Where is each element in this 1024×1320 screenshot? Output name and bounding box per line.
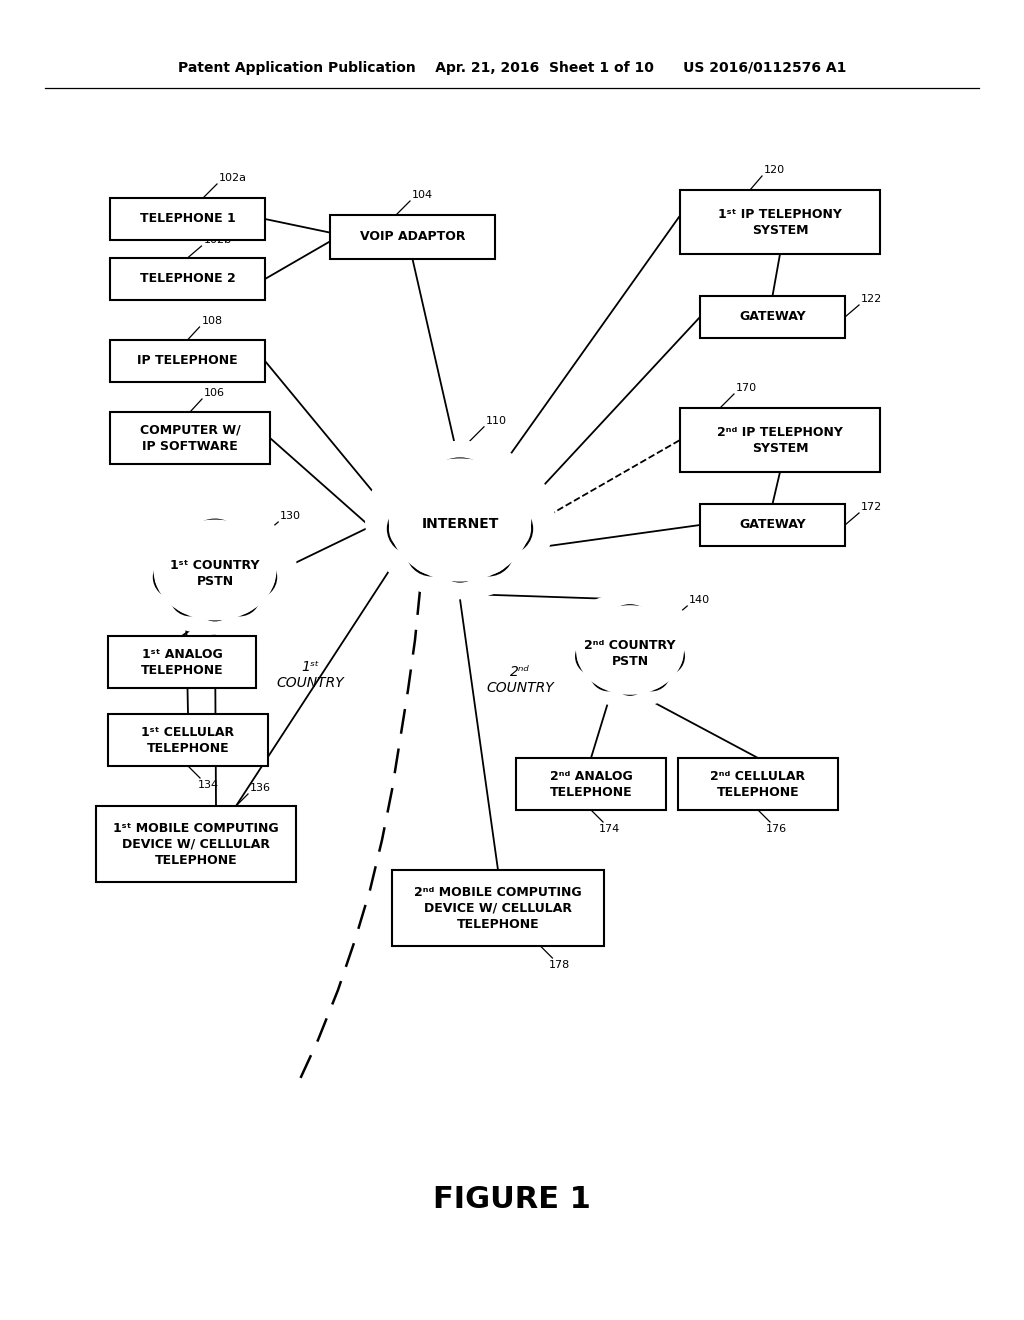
Bar xyxy=(110,198,265,240)
Bar xyxy=(680,190,880,253)
Circle shape xyxy=(186,520,244,577)
Text: 1ˢᵗ IP TELEPHONY
SYSTEM: 1ˢᵗ IP TELEPHONY SYSTEM xyxy=(718,207,842,236)
Circle shape xyxy=(648,639,684,675)
Text: Patent Application Publication    Apr. 21, 2016  Sheet 1 of 10      US 2016/0112: Patent Application Publication Apr. 21, … xyxy=(178,61,846,75)
Text: 178: 178 xyxy=(549,960,569,970)
Circle shape xyxy=(634,655,670,690)
Text: VOIP ADAPTOR: VOIP ADAPTOR xyxy=(359,231,465,243)
Bar xyxy=(108,636,256,688)
Text: GATEWAY: GATEWAY xyxy=(739,519,806,532)
Circle shape xyxy=(438,537,482,582)
Text: 1ˢᵗ CELLULAR
TELEPHONE: 1ˢᵗ CELLULAR TELEPHONE xyxy=(141,726,234,755)
Circle shape xyxy=(636,622,675,660)
Text: 132: 132 xyxy=(225,612,247,623)
Circle shape xyxy=(467,480,519,533)
Circle shape xyxy=(407,527,456,576)
Text: FIGURE 1: FIGURE 1 xyxy=(433,1185,591,1214)
Bar xyxy=(110,412,270,465)
Text: 140: 140 xyxy=(689,595,711,605)
Bar xyxy=(700,504,845,546)
Circle shape xyxy=(577,639,612,675)
Ellipse shape xyxy=(389,458,531,582)
Circle shape xyxy=(388,504,437,553)
Bar xyxy=(330,215,495,259)
Text: 2ⁿᵈ ANALOG
TELEPHONE: 2ⁿᵈ ANALOG TELEPHONE xyxy=(550,770,633,799)
Text: 170: 170 xyxy=(736,383,757,393)
Text: 136: 136 xyxy=(250,783,271,793)
Circle shape xyxy=(400,480,454,533)
Circle shape xyxy=(586,622,624,660)
Bar xyxy=(516,758,666,810)
Circle shape xyxy=(165,537,208,581)
Circle shape xyxy=(604,605,655,656)
Ellipse shape xyxy=(133,506,297,635)
Text: 2ⁿᵈ IP TELEPHONY
SYSTEM: 2ⁿᵈ IP TELEPHONY SYSTEM xyxy=(717,425,843,454)
Text: 120: 120 xyxy=(764,165,785,176)
Text: 108: 108 xyxy=(202,315,222,326)
Text: 2ⁿᵈ MOBILE COMPUTING
DEVICE W/ CELLULAR
TELEPHONE: 2ⁿᵈ MOBILE COMPUTING DEVICE W/ CELLULAR … xyxy=(414,886,582,931)
Circle shape xyxy=(236,557,276,598)
Text: 110: 110 xyxy=(486,416,507,426)
Bar xyxy=(108,714,268,766)
Ellipse shape xyxy=(154,520,276,620)
Ellipse shape xyxy=(365,441,555,599)
Text: 1ˢᵗ COUNTRY
PSTN: 1ˢᵗ COUNTRY PSTN xyxy=(170,560,260,589)
Text: TELEPHONE 1: TELEPHONE 1 xyxy=(139,213,236,226)
Circle shape xyxy=(464,527,513,576)
Text: 106: 106 xyxy=(204,388,225,399)
Circle shape xyxy=(170,576,211,615)
Circle shape xyxy=(591,655,627,690)
Circle shape xyxy=(154,557,195,598)
Text: IP TELEPHONE: IP TELEPHONE xyxy=(137,355,238,367)
Bar xyxy=(700,296,845,338)
Bar xyxy=(680,408,880,473)
Circle shape xyxy=(197,585,233,620)
Bar xyxy=(110,341,265,381)
Text: 1ˢᵗ ANALOG
TELEPHONE: 1ˢᵗ ANALOG TELEPHONE xyxy=(140,648,223,676)
Circle shape xyxy=(614,663,646,694)
Text: 174: 174 xyxy=(599,824,621,834)
Circle shape xyxy=(425,458,496,529)
Bar xyxy=(96,807,296,882)
Text: TELEPHONE 2: TELEPHONE 2 xyxy=(139,272,236,285)
Text: 122: 122 xyxy=(861,294,883,304)
Text: 102b: 102b xyxy=(204,235,231,246)
Text: 134: 134 xyxy=(198,780,219,789)
Text: 176: 176 xyxy=(766,824,787,834)
Text: 2ⁿᵈ COUNTRY
PSTN: 2ⁿᵈ COUNTRY PSTN xyxy=(585,639,676,668)
Ellipse shape xyxy=(558,593,702,708)
Text: COMPUTER W/
IP SOFTWARE: COMPUTER W/ IP SOFTWARE xyxy=(139,424,241,453)
Bar xyxy=(678,758,838,810)
Bar xyxy=(392,870,604,946)
Text: INTERNET: INTERNET xyxy=(421,517,499,532)
Text: 2ⁿᵈ
COUNTRY: 2ⁿᵈ COUNTRY xyxy=(486,665,554,696)
Bar xyxy=(110,257,265,300)
Circle shape xyxy=(222,537,265,581)
Text: 1ˢᵗ MOBILE COMPUTING
DEVICE W/ CELLULAR
TELEPHONE: 1ˢᵗ MOBILE COMPUTING DEVICE W/ CELLULAR … xyxy=(114,821,279,866)
Text: 102a: 102a xyxy=(219,173,247,183)
Text: 1ˢᵗ
COUNTRY: 1ˢᵗ COUNTRY xyxy=(276,660,344,690)
Circle shape xyxy=(483,504,532,553)
Text: 104: 104 xyxy=(412,190,433,201)
Text: 130: 130 xyxy=(281,511,301,521)
Text: GATEWAY: GATEWAY xyxy=(739,310,806,323)
Circle shape xyxy=(219,576,260,615)
Text: 172: 172 xyxy=(861,502,883,512)
Ellipse shape xyxy=(575,605,684,694)
Text: 2ⁿᵈ CELLULAR
TELEPHONE: 2ⁿᵈ CELLULAR TELEPHONE xyxy=(711,770,806,799)
